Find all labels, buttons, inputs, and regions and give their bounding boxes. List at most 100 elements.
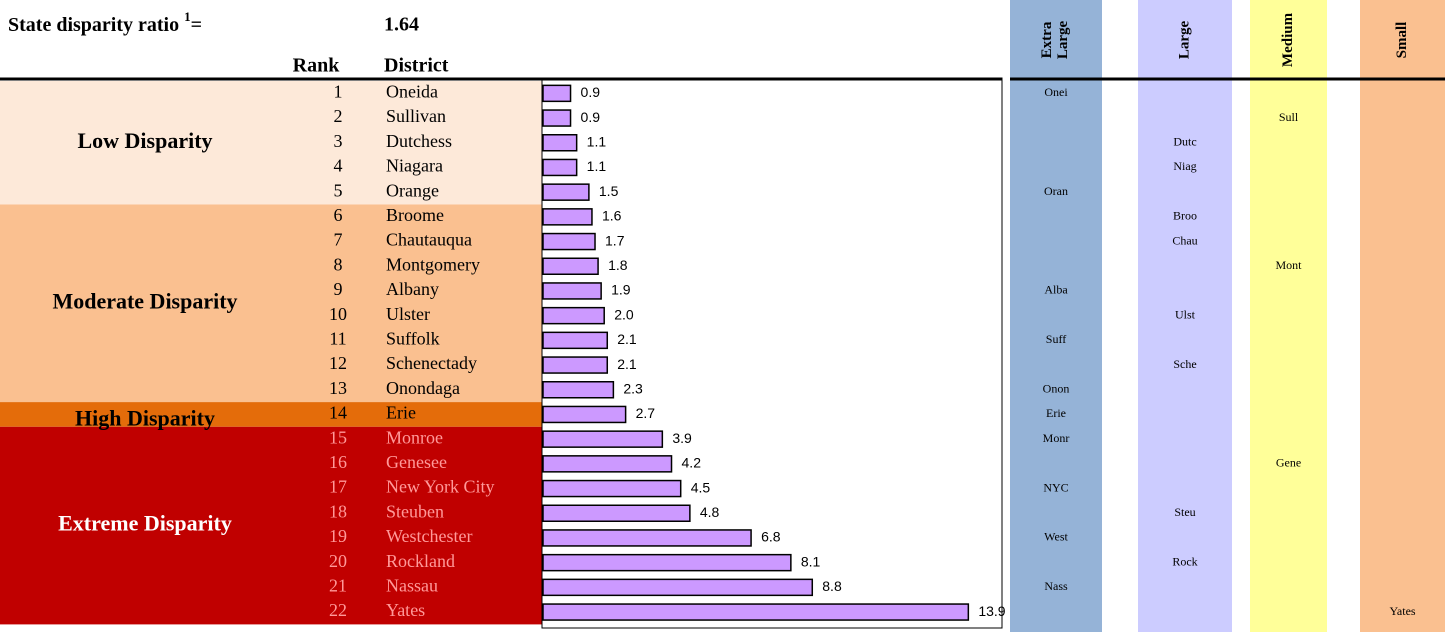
district: Steuben [386,501,444,521]
district-header: District [384,55,449,77]
size-header: Medium [1280,12,1296,67]
size-column [1250,0,1327,632]
district: Erie [386,403,416,423]
rank: 1 [334,81,343,101]
value-label: 1.9 [611,282,631,298]
size-column [1010,0,1102,632]
value-label: 8.8 [822,578,842,594]
district: Ulster [386,304,430,324]
size-column [1138,0,1232,632]
rank: 5 [334,180,343,200]
size-abbrev: Niag [1173,159,1196,173]
value-label: 1.5 [599,183,619,199]
value-label: 1.6 [602,208,622,224]
district: Chautauqua [386,230,472,250]
size-abbrev: Broo [1173,209,1197,223]
size-abbrev: Sull [1279,110,1299,124]
rank: 20 [329,551,347,571]
value-label: 2.7 [636,405,656,421]
value-label: 0.9 [581,84,601,100]
bar [542,306,605,325]
ratio-label: State disparity ratio 1= [8,9,202,36]
size-abbrev: Oran [1044,184,1068,198]
rank: 22 [329,600,347,620]
value-label: 6.8 [761,529,781,545]
district: Suffolk [386,328,440,348]
district: Yates [386,600,425,620]
rank: 10 [329,304,347,324]
district: Albany [386,279,439,299]
rank: 19 [329,526,347,546]
value-label: 2.3 [623,380,643,396]
rank: 11 [329,328,346,348]
value-label: 2.0 [614,306,634,322]
bar [542,208,593,226]
size-header: Large [1176,21,1192,60]
size-abbrev: Yates [1389,604,1415,618]
bar [542,84,572,103]
district: Orange [386,180,439,200]
size-header: Small [1394,22,1410,59]
rank: 3 [334,131,343,151]
district: Nassau [386,575,438,595]
group-band [0,402,542,427]
group-label: High Disparity [75,405,215,430]
size-abbrev: Erie [1046,406,1066,420]
group-label: Moderate Disparity [52,288,237,313]
district: Genesee [386,452,447,472]
bar [542,504,691,522]
size-abbrev: Dutc [1173,135,1196,149]
bar [542,158,578,177]
bar [542,257,599,275]
group-band [0,426,542,625]
value-label: 4.2 [682,455,702,471]
value-label: 4.8 [700,504,720,520]
bar [542,603,970,621]
value-label: 1.8 [608,257,628,273]
size-abbrev: Steu [1174,505,1195,519]
value-label: 1.1 [587,158,607,174]
group-band [0,204,542,403]
district: Oneida [386,81,438,101]
district: Montgomery [386,254,480,274]
bar [542,381,615,399]
group-label: Low Disparity [77,128,212,153]
district: Schenectady [386,353,477,373]
bar [542,282,602,300]
size-abbrev: Monr [1043,431,1070,445]
ratio-superscript: 1 [184,9,191,24]
size-abbrev: Onei [1044,85,1068,99]
rank: 13 [329,378,347,398]
value-label: 2.1 [617,356,637,372]
bar [542,553,792,572]
value-label: 4.5 [691,479,711,495]
size-abbrev: Gene [1276,456,1301,470]
rank: 14 [329,403,347,423]
size-abbrev: Alba [1044,283,1068,297]
bar [542,479,682,498]
rank: 18 [329,501,347,521]
size-abbrev: Suff [1046,332,1066,346]
rank: 12 [329,353,347,373]
bar [542,455,673,473]
value-label: 13.9 [978,603,1005,619]
size-abbrev: Chau [1172,233,1197,247]
ratio-label-text: State disparity ratio [8,14,184,36]
district: Dutchess [386,131,452,151]
size-abbrev: NYC [1043,480,1068,494]
bar [542,109,572,127]
district: Westchester [386,526,473,546]
rank: 4 [334,156,343,176]
rank: 21 [329,575,347,595]
bar [542,232,596,251]
rank: 17 [329,477,347,497]
rank: 15 [329,427,347,447]
value-label: 2.1 [617,331,637,347]
value-label: 8.1 [801,553,821,569]
rank: 6 [334,205,343,225]
size-abbrev: Ulst [1175,307,1196,321]
district: Broome [386,205,444,225]
bar [542,331,609,350]
value-label: 3.9 [672,430,692,446]
